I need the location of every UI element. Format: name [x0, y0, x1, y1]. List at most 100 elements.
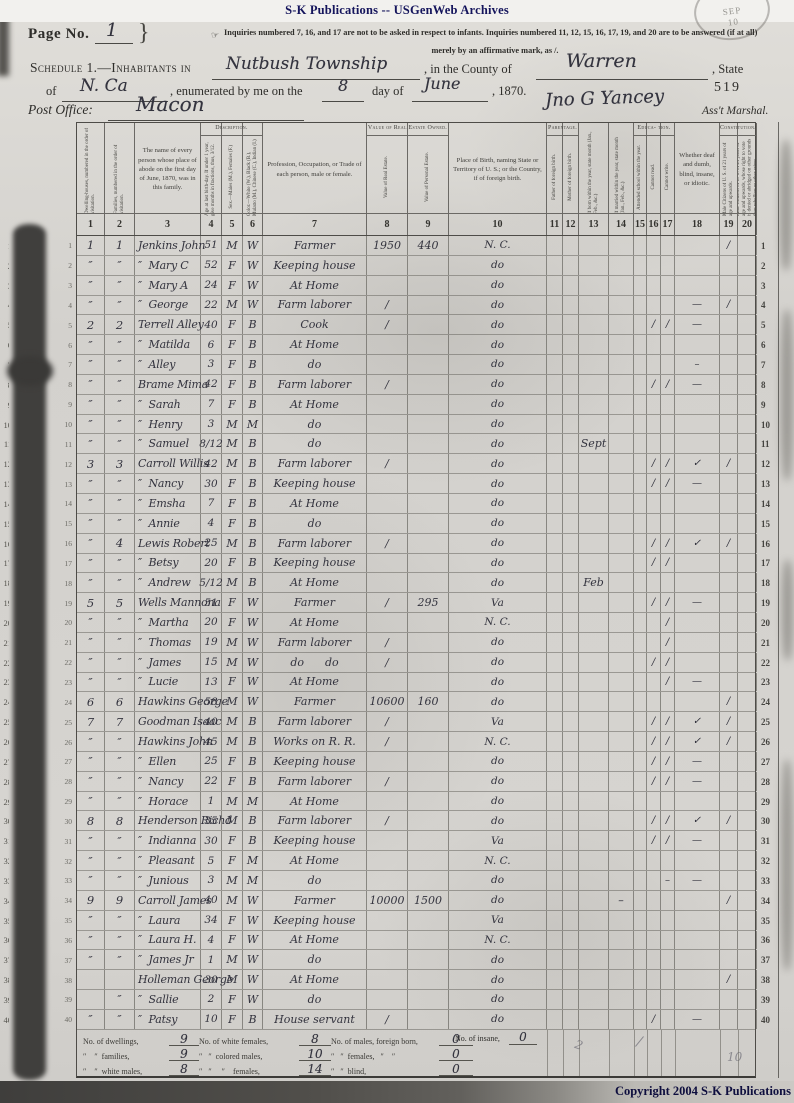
cell-fam: 9: [105, 890, 135, 910]
county-underline: [536, 78, 708, 80]
cell-c17: /: [661, 771, 675, 791]
cell-c18: [675, 573, 720, 593]
cell-occ: do: [263, 355, 367, 374]
pointing-hand-icon: ☞: [211, 30, 220, 40]
cell-age: 25: [201, 533, 222, 553]
of-label: of: [46, 84, 57, 98]
cell-m14: [609, 374, 634, 394]
margin-number-outer: 10: [3, 419, 10, 430]
cell-m13: [579, 593, 609, 613]
margin-number-outer: 13: [3, 479, 10, 490]
cell-dw: ″: [77, 632, 105, 652]
cell-m13: [579, 1009, 609, 1029]
year-label: , 1870.: [492, 84, 527, 98]
cell-b12: [563, 236, 579, 255]
cell-b12: [563, 394, 579, 414]
cell-b12: [563, 692, 579, 712]
totals-label: No. of dwellings,: [83, 1037, 139, 1046]
cell-c19: [720, 593, 738, 613]
column-header-10: Place of Birth, naming State or Territor…: [449, 123, 547, 216]
cell-pe: [408, 613, 449, 632]
cell-c19: /: [720, 236, 738, 255]
cell-birth: do: [449, 275, 547, 295]
cell-c19: [720, 632, 738, 652]
totals-section: No. of dwellings, 9 No. of white females, 8…: [76, 1030, 756, 1078]
margin-number-outer: 17: [3, 558, 10, 569]
margin-number-outer: 9: [0, 395, 9, 415]
pencil-mark: /: [635, 1033, 644, 1051]
cell-pe: 295: [408, 593, 449, 613]
cell-m14: [609, 851, 634, 870]
cell-c18: [675, 851, 720, 870]
cell-m13: [579, 732, 609, 751]
cell-b12: [563, 513, 579, 533]
cell-color: B: [243, 553, 263, 573]
cell-dw: ″: [77, 335, 105, 355]
cell-pe: [408, 1009, 449, 1029]
cell-fam: ″: [105, 672, 135, 692]
cell-c19: [720, 771, 738, 791]
column-number: 20: [738, 214, 757, 235]
margin-number-inner: 31: [64, 836, 73, 846]
cell-c15: [634, 950, 647, 970]
cell-age: 6: [201, 335, 222, 355]
cell-birth: N. C.: [449, 613, 547, 632]
cell-fam: ″: [105, 275, 135, 295]
cell-sex: F: [222, 593, 243, 613]
cell-pe: [408, 871, 449, 890]
cell-color: W: [243, 950, 263, 970]
cell-pe: [408, 771, 449, 791]
cell-age: 58: [201, 692, 222, 712]
cell-re: [367, 950, 408, 970]
cell-m14: [609, 930, 634, 950]
cell-m13: [579, 493, 609, 513]
cell-c16: [647, 890, 661, 910]
cell-b12: [563, 255, 579, 275]
cell-c19: /: [720, 454, 738, 474]
cell-c15: [634, 652, 647, 672]
cell-occ: Works on R. R.: [263, 732, 367, 751]
cell-m14: [609, 791, 634, 811]
column-number: 15: [634, 214, 647, 235]
cell-c15: [634, 255, 647, 275]
cell-name: ″ Nancy: [135, 474, 201, 493]
cell-re: [367, 414, 408, 434]
cell-name: ″ Mary C: [135, 255, 201, 275]
cell-pe: [408, 990, 449, 1009]
cell-re: 10000: [367, 890, 408, 910]
cell-re: 1950: [367, 236, 408, 255]
cell-fam: ″: [105, 553, 135, 573]
cell-sex: F: [222, 474, 243, 493]
cell-name: Goodman Isaac: [135, 712, 222, 732]
cell-age: 42: [201, 454, 222, 474]
cell-c16: /: [647, 831, 661, 851]
cell-sex: F: [222, 990, 243, 1009]
column-number: 10: [449, 214, 547, 235]
table-row: ″ ″ ″ Andrew 5/12 M B At Home do Feb: [77, 573, 757, 594]
cell-m13: [579, 751, 609, 771]
cell-pe: [408, 751, 449, 771]
cell-fam: ″: [105, 394, 135, 414]
cell-m14: [609, 672, 634, 692]
cell-c17: –: [661, 871, 675, 890]
cell-c16: [647, 236, 661, 255]
cell-occ: do: [263, 990, 367, 1009]
cell-re: [367, 355, 408, 374]
cell-sex: M: [222, 811, 243, 831]
cell-c15: [634, 533, 647, 553]
cell-m14: [609, 513, 634, 533]
cell-pe: [408, 791, 449, 811]
marshal-label: Ass't Marshal.: [702, 105, 769, 117]
cell-sex: F: [222, 493, 243, 513]
margin-number-outer: 14: [3, 498, 10, 509]
state-suffix-label: , State: [712, 62, 744, 76]
cell-sex: M: [222, 573, 243, 593]
cell-b11: [547, 712, 563, 732]
column-header-1: Dwelling-houses, numbered in the order o…: [77, 123, 105, 216]
table-body: 1 1 Jenkins John 51 M W Farmer 1950 440 N. C. / ″ ″ ″…: [76, 236, 757, 1030]
cell-dw: ″: [77, 414, 105, 434]
column-header-13: If born within the year, state month (Ja…: [579, 123, 609, 216]
cell-m14: [609, 315, 634, 335]
cell-pe: [408, 493, 449, 513]
